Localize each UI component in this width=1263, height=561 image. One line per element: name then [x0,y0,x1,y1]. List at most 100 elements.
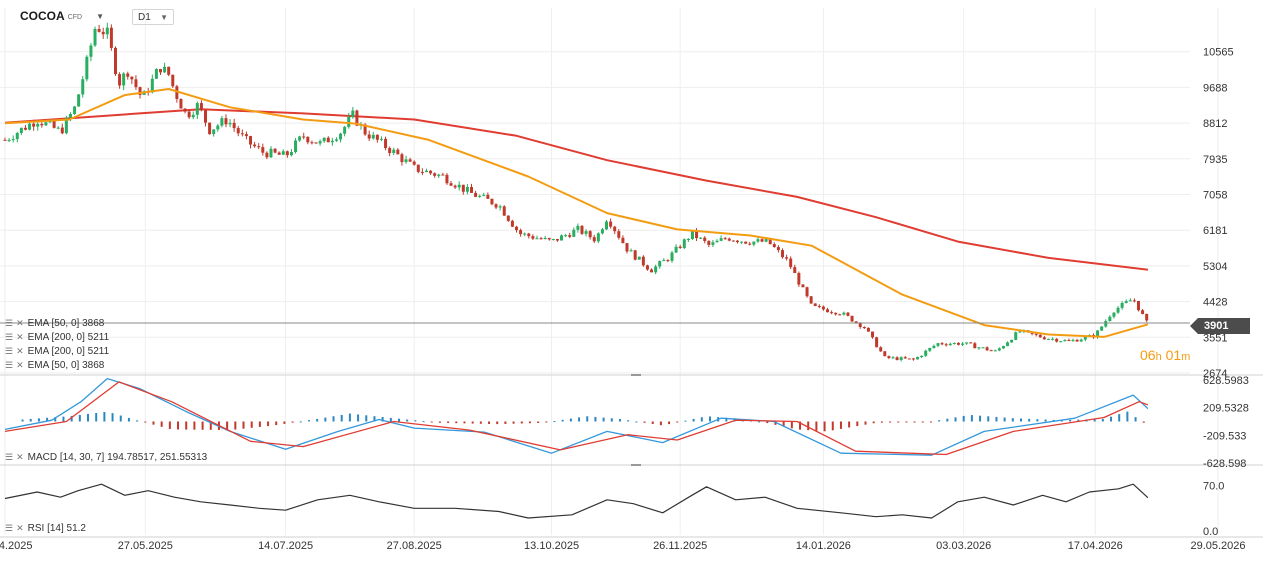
candle-body [674,246,678,253]
settings-icon[interactable]: ☰ [5,522,15,533]
chevron-down-icon: ▼ [96,11,104,21]
candle-body [817,305,821,307]
ema200-layer [4,108,1149,271]
close-icon[interactable]: ✕ [16,451,24,462]
close-icon[interactable]: ✕ [16,331,24,342]
close-icon[interactable]: ✕ [16,345,24,356]
macd-histogram-bar [21,419,24,422]
candle-body [584,231,588,234]
legend-ema50-b[interactable]: ☰ ✕ EMA [50, 0] 3868 [5,359,104,371]
legend-ema200-a[interactable]: ☰ ✕ EMA [200, 0] 5211 [5,331,109,343]
macd-histogram-bar [823,421,826,432]
candle-body [64,117,68,134]
candle-body [302,136,306,138]
candle-body [314,142,318,144]
candle-body [375,134,379,140]
candle-body [723,238,727,240]
candle-body [11,139,15,141]
close-icon[interactable]: ✕ [16,522,24,533]
candle-body [404,159,408,163]
macd-histogram-bar [954,417,957,422]
candle-body [40,123,44,126]
candle-body [1112,312,1116,317]
candle-body [183,108,187,112]
legend-ema200-b[interactable]: ☰ ✕ EMA [200, 0] 5211 [5,345,109,357]
settings-icon[interactable]: ☰ [5,331,15,342]
symbol-selector[interactable]: COCOA CFD ▼ [20,9,104,23]
candle-body [961,343,965,345]
close-icon[interactable]: ✕ [16,359,24,370]
close-icon[interactable]: ✕ [16,317,24,328]
candle-body [1128,300,1132,302]
candle-body [875,337,879,348]
candle-body [641,256,645,266]
macd-tick-label: -628.598 [1203,458,1246,470]
candle-body [764,238,768,242]
macd-histogram-bar [848,421,851,428]
settings-icon[interactable]: ☰ [5,317,15,328]
candle-body [883,351,887,357]
chart-grid [0,8,1263,538]
macd-histogram-bar [307,420,310,422]
candle-body [543,237,547,240]
candle-body [445,174,449,184]
candle-body [1124,301,1128,303]
macd-histogram-bar [479,421,482,424]
legend-macd[interactable]: ☰ ✕ MACD [14, 30, 7] 194.78517, 251.55313 [5,451,207,463]
x-tick-label: 27.05.2025 [118,540,173,552]
candle-body [731,240,735,242]
macd-panel [4,377,1149,456]
candle-body [846,312,850,316]
macd-histogram-bar [414,420,417,422]
settings-icon[interactable]: ☰ [5,451,15,462]
candle-body [711,242,715,245]
candle-body [580,225,584,234]
candle-body [805,287,809,297]
candle-body [461,184,465,192]
price-tick-label: 5304 [1203,261,1227,273]
settings-icon[interactable]: ☰ [5,359,15,370]
candle-body [809,296,813,304]
price-tick-label: 7935 [1203,154,1227,166]
macd-histogram-bar [987,416,990,422]
macd-histogram-bar [348,413,351,422]
candle-body [224,118,228,125]
candle-body [645,265,649,270]
axis-labels: 09.04.2025 27.05.2025 14.07.2025 27.08.2025… [0,47,1249,552]
candle-body [469,187,473,193]
legend-ema50-a[interactable]: ☰ ✕ EMA [50, 0] 3868 [5,317,104,329]
candle-body [433,173,437,176]
candle-body [727,238,731,241]
macd-histogram-bar [201,421,204,430]
candle-body [510,220,514,227]
candle-body [367,134,371,139]
candle-body [1001,346,1005,349]
candle-body [1104,320,1108,327]
candle-body [965,342,969,344]
macd-histogram-bar [1142,421,1145,423]
settings-icon[interactable]: ☰ [5,345,15,356]
candle-body [551,238,555,240]
macd-histogram-bar [807,421,810,431]
macd-histogram-bar [332,416,335,422]
macd-histogram-bar [905,421,908,423]
rsi-panel [4,483,1149,519]
macd-histogram-bar [659,421,662,426]
macd-histogram-bar [1126,411,1129,422]
candle-body [1059,341,1063,343]
macd-histogram-bar [528,421,531,424]
legend-label: EMA [200, 0] 5211 [27,345,110,357]
timeframe-selector[interactable]: D1 ▼ [132,9,174,25]
candle-body [294,140,298,153]
candle-body [191,114,195,118]
candle-body [1046,338,1050,340]
chevron-down-icon: ▼ [160,12,168,22]
macd-histogram-bar [54,417,57,422]
candle-body [625,243,629,252]
current-price-tag: 3901 [1190,318,1250,334]
legend-rsi[interactable]: ☰ ✕ RSI [14] 51.2 [5,522,86,534]
macd-histogram-bar [627,420,630,422]
candle-body [789,258,793,268]
macd-histogram-bar [1110,416,1113,422]
